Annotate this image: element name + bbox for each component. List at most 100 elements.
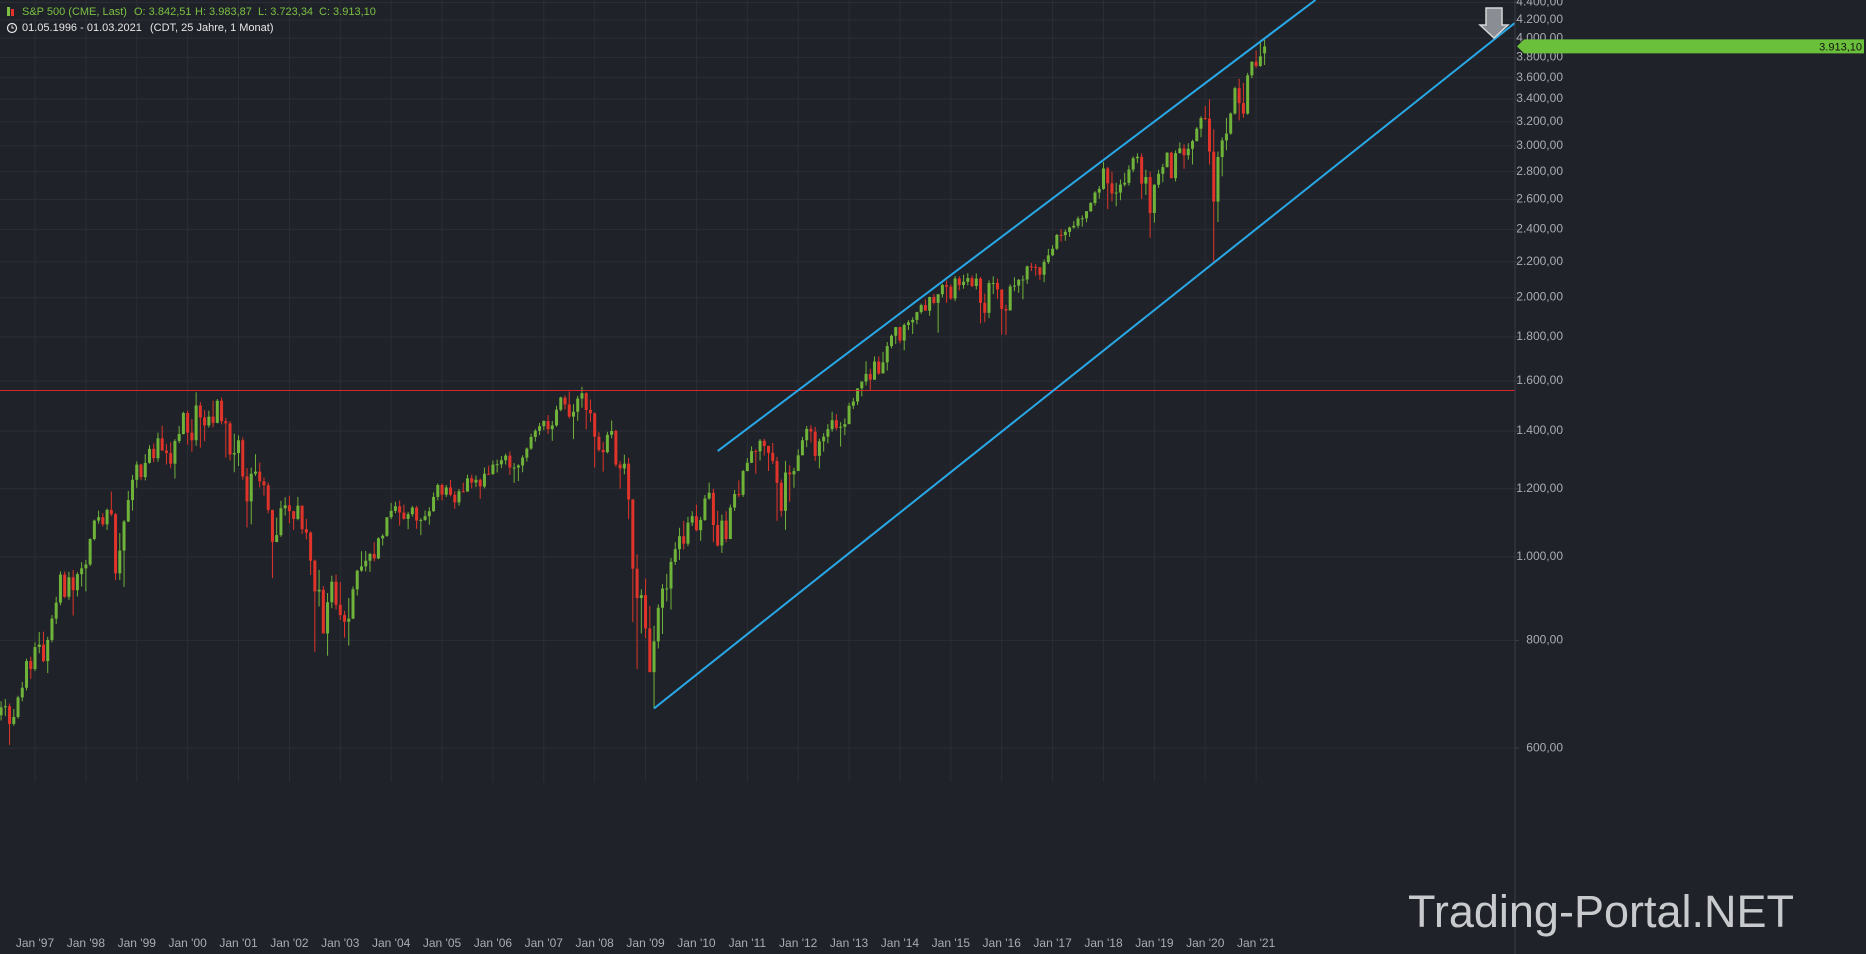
candle-body xyxy=(169,453,173,464)
candle-body xyxy=(237,440,241,454)
instrument-icon xyxy=(11,9,14,16)
candle-body xyxy=(707,492,711,499)
candle-body xyxy=(1250,61,1254,76)
candle-body xyxy=(101,517,105,525)
y-tick-label: 1.600,00 xyxy=(1516,373,1563,387)
candle-body xyxy=(482,473,486,487)
candle-body xyxy=(635,568,639,599)
candle-body xyxy=(1140,156,1144,184)
candle-body xyxy=(359,566,363,571)
x-tick-label: Jan '97 xyxy=(16,936,55,950)
candle-body xyxy=(487,473,491,475)
candle-body xyxy=(800,440,804,456)
candle-body xyxy=(84,564,88,569)
candle-body xyxy=(0,707,3,716)
candle-body xyxy=(631,499,635,569)
y-tick-label: 2.800,00 xyxy=(1516,164,1563,178)
candle-body xyxy=(673,549,677,562)
candle-body xyxy=(550,425,554,430)
candle-body xyxy=(258,471,262,482)
x-tick-label: Jan '14 xyxy=(881,936,920,950)
candle-body xyxy=(716,525,720,546)
candle-body xyxy=(334,581,338,605)
candle-body xyxy=(304,529,308,533)
candle-body xyxy=(478,479,482,487)
candle-body xyxy=(364,560,368,567)
x-tick-label: Jan '98 xyxy=(67,936,106,950)
candle-body xyxy=(495,464,499,466)
candle-body xyxy=(283,505,287,509)
candle-body xyxy=(1263,46,1267,54)
candle-body xyxy=(995,282,999,290)
candle-body xyxy=(313,560,317,592)
candle-body xyxy=(699,519,703,531)
candle-body xyxy=(410,507,414,515)
candle-body xyxy=(767,446,771,453)
candle-body xyxy=(1127,169,1131,183)
candle-body xyxy=(8,706,12,724)
candle-body xyxy=(648,628,652,673)
candle-body xyxy=(1093,192,1097,204)
candle-body xyxy=(1021,279,1025,281)
y-tick-label: 2.000,00 xyxy=(1516,290,1563,304)
x-tick-label: Jan '07 xyxy=(525,936,564,950)
header: S&P 500 (CME, Last) O: 3.842,51 H: 3.983… xyxy=(6,6,376,34)
x-tick-label: Jan '12 xyxy=(779,936,818,950)
candle-body xyxy=(940,285,944,295)
candle-body xyxy=(228,423,232,455)
candle-body xyxy=(1089,203,1093,212)
candle-body xyxy=(690,516,694,523)
arrow-marker xyxy=(1478,7,1510,40)
candle-body xyxy=(41,644,45,662)
x-tick-label: Jan '21 xyxy=(1237,936,1276,950)
candle-body xyxy=(970,278,974,286)
candle-body xyxy=(652,641,656,673)
candle-body xyxy=(758,440,762,452)
candle-body xyxy=(436,484,440,497)
candle-body xyxy=(1106,168,1110,184)
candle-body xyxy=(979,278,983,303)
candle-body xyxy=(46,639,50,662)
y-tick-label: 600,00 xyxy=(1526,740,1563,754)
candle-body xyxy=(728,507,732,540)
candle-body xyxy=(16,697,20,717)
x-tick-label: Jan '03 xyxy=(321,936,360,950)
candle-body xyxy=(813,431,817,456)
candle-body xyxy=(1114,192,1118,194)
x-tick-label: Jan '15 xyxy=(932,936,971,950)
candle-body xyxy=(639,595,643,599)
candle-body xyxy=(474,479,478,483)
candle-body xyxy=(966,278,970,282)
candle-body xyxy=(372,553,376,559)
ohlc-close: C: 3.913,10 xyxy=(319,6,376,18)
candle-body xyxy=(1000,289,1004,309)
candle-body xyxy=(1152,184,1156,214)
candle-body xyxy=(1174,153,1178,179)
candle-body xyxy=(1161,167,1165,174)
candle-body xyxy=(580,393,584,399)
candle-body xyxy=(241,440,245,477)
candle-body xyxy=(618,464,622,469)
y-axis: 600,00 800,00 1.000,00 1.200,00 1.400,00 1.60… xyxy=(1515,0,1864,754)
candle-body xyxy=(292,511,296,519)
candle-body xyxy=(160,438,164,451)
candle-body xyxy=(542,421,546,427)
candle-body xyxy=(3,706,7,708)
candle-body xyxy=(605,434,609,453)
candle-body xyxy=(915,312,919,320)
trend-line xyxy=(653,22,1515,710)
candle-body xyxy=(889,335,893,347)
candle-body xyxy=(177,433,181,442)
candle-body xyxy=(733,494,737,508)
x-tick-label: Jan '08 xyxy=(576,936,615,950)
candle-body xyxy=(54,602,58,619)
candle-body xyxy=(669,561,673,589)
candle-body xyxy=(1186,148,1190,156)
candle-body xyxy=(737,494,741,496)
candle-body xyxy=(389,510,393,518)
candle-body xyxy=(906,322,910,325)
y-tick-label: 2.200,00 xyxy=(1516,254,1563,268)
candle-body xyxy=(393,506,397,511)
y-tick-label: 3.600,00 xyxy=(1516,70,1563,84)
